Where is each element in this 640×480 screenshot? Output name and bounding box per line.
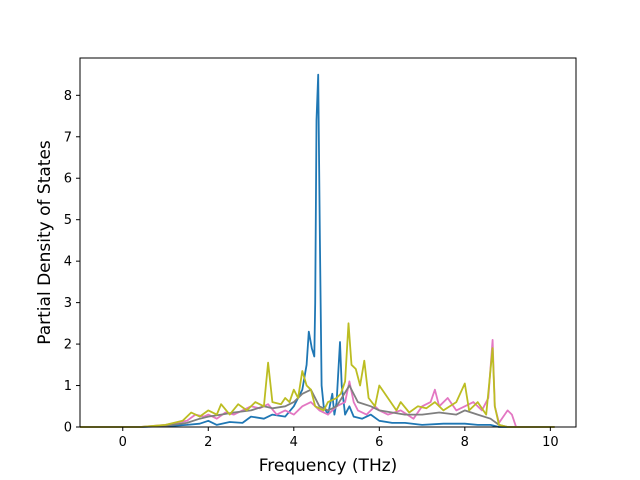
series-line-3 — [80, 384, 555, 428]
x-axis-label: Frequency (THz) — [259, 456, 398, 476]
y-tick-label: 8 — [64, 89, 72, 104]
axes-frame — [79, 57, 577, 428]
x-axis-ticks: 0 2 4 6 8 10 — [119, 427, 559, 450]
y-tick-label: 3 — [64, 296, 72, 311]
y-axis-label: Partial Density of States — [35, 140, 55, 345]
series-line-4 — [80, 322, 555, 428]
x-tick-label: 10 — [542, 435, 559, 450]
series-lines — [80, 73, 555, 428]
x-tick-label: 8 — [461, 435, 469, 450]
y-tick-label: 6 — [64, 172, 72, 187]
x-tick-label: 4 — [290, 435, 298, 450]
x-tick-label: 2 — [204, 435, 212, 450]
y-axis-ticks: 0 1 2 3 4 5 6 7 8 — [64, 89, 80, 436]
x-tick-label: 6 — [375, 435, 383, 450]
y-tick-label: 2 — [64, 338, 72, 353]
y-tick-label: 5 — [64, 213, 72, 228]
series-line-2 — [80, 338, 555, 428]
x-tick-label: 0 — [119, 435, 127, 450]
y-tick-label: 0 — [64, 421, 72, 436]
y-tick-label: 7 — [64, 130, 72, 145]
y-tick-label: 1 — [64, 379, 72, 394]
series-line-1 — [80, 73, 555, 428]
y-tick-label: 4 — [64, 255, 72, 270]
